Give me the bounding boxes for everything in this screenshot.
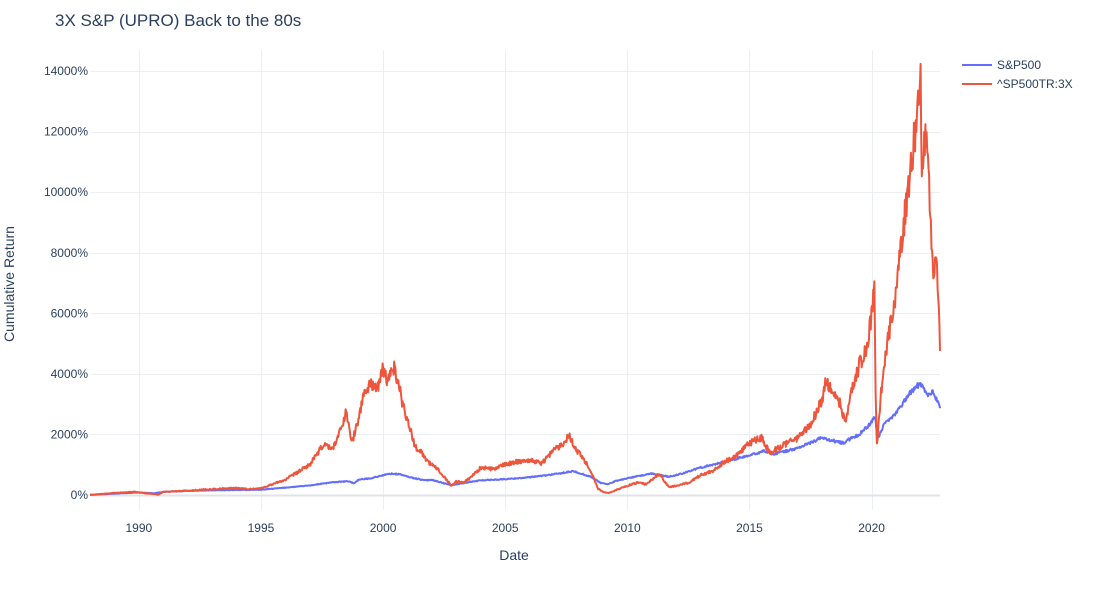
x-tick-label: 2020 (858, 521, 885, 535)
y-tick-label: 8000% (51, 246, 89, 260)
series-line (89, 62, 941, 496)
series-line (89, 382, 941, 496)
x-gridlines (139, 50, 873, 510)
legend-label: S&P500 (997, 58, 1041, 72)
x-tick-label: 2015 (736, 521, 763, 535)
y-tick-label: 6000% (51, 306, 89, 320)
legend-label: ^SP500TR:3X (997, 77, 1073, 91)
x-tick-label: 2000 (370, 521, 397, 535)
y-tick-label: 12000% (44, 125, 88, 139)
y-axis-title: Cumulative Return (1, 226, 17, 342)
x-tick-label: 2005 (492, 521, 519, 535)
x-tick-label: 1995 (248, 521, 275, 535)
x-axis-ticks: 1990 1995 2000 2005 2010 2015 2020 (125, 521, 885, 535)
x-tick-label: 1990 (125, 521, 152, 535)
y-tick-label: 0% (71, 488, 89, 502)
y-gridlines (90, 71, 940, 497)
plot-area (89, 62, 941, 496)
y-tick-label: 2000% (51, 427, 89, 441)
y-tick-label: 14000% (44, 64, 88, 78)
y-tick-label: 10000% (44, 185, 88, 199)
x-axis-title: Date (499, 547, 529, 563)
legend: S&P500 ^SP500TR:3X (962, 58, 1073, 91)
y-tick-label: 4000% (51, 367, 89, 381)
chart-title: 3X S&P (UPRO) Back to the 80s (55, 11, 301, 30)
x-tick-label: 2010 (614, 521, 641, 535)
y-axis-ticks: 0% 2000% 4000% 6000% 8000% 10000% 12000% 14000% (44, 64, 88, 502)
